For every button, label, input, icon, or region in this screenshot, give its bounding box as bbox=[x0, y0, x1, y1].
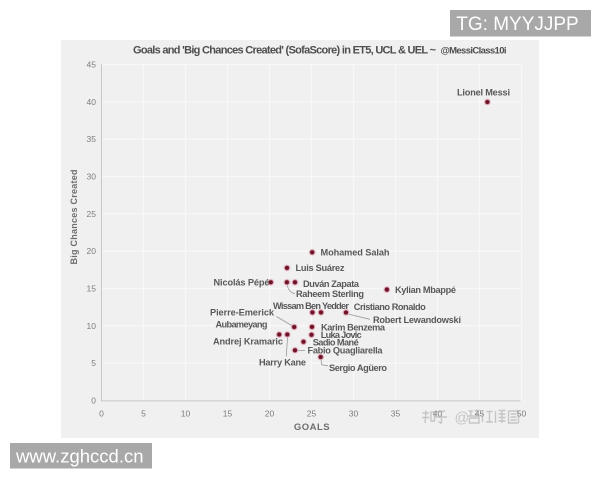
svg-text:Kylian Mbappé: Kylian Mbappé bbox=[395, 285, 456, 295]
svg-text:Big Chances Created: Big Chances Created bbox=[69, 170, 79, 265]
svg-text:30: 30 bbox=[349, 409, 359, 419]
svg-text:@: @ bbox=[455, 411, 470, 427]
svg-text:0: 0 bbox=[91, 395, 96, 405]
svg-text:Raheem Sterling: Raheem Sterling bbox=[296, 289, 364, 299]
svg-text:Andrej Kramaric: Andrej Kramaric bbox=[213, 337, 283, 347]
svg-text:Wissam Ben Yedder: Wissam Ben Yedder bbox=[273, 301, 349, 311]
svg-text:50: 50 bbox=[517, 409, 527, 419]
svg-text:Luka Jovic: Luka Jovic bbox=[321, 330, 362, 340]
svg-text:15: 15 bbox=[87, 284, 97, 294]
svg-text:25: 25 bbox=[307, 409, 317, 419]
svg-text:Robert Lewandowski: Robert Lewandowski bbox=[373, 315, 461, 325]
svg-text:Harry Kane: Harry Kane bbox=[259, 357, 306, 367]
svg-text:Fabio Quagliarella: Fabio Quagliarella bbox=[308, 346, 384, 356]
svg-text:5: 5 bbox=[91, 358, 96, 368]
svg-text:35: 35 bbox=[391, 409, 401, 419]
svg-text:www.zghccd.cn: www.zghccd.cn bbox=[15, 446, 144, 467]
svg-text:Cristiano Ronaldo: Cristiano Ronaldo bbox=[354, 302, 426, 312]
svg-text:20: 20 bbox=[265, 409, 275, 419]
svg-text:TG: MYYJJPP: TG: MYYJJPP bbox=[456, 14, 578, 35]
svg-text:25: 25 bbox=[87, 209, 97, 219]
svg-text:45: 45 bbox=[87, 60, 97, 70]
svg-text:30: 30 bbox=[87, 172, 97, 182]
svg-text:Sergio Agüero: Sergio Agüero bbox=[329, 363, 387, 373]
svg-text:Nicolás Pépé: Nicolás Pépé bbox=[214, 278, 270, 288]
svg-text:10: 10 bbox=[87, 321, 97, 331]
svg-text:40: 40 bbox=[433, 409, 443, 419]
svg-text:45: 45 bbox=[475, 409, 485, 419]
svg-text:Sadio Mané: Sadio Mané bbox=[313, 338, 359, 348]
svg-text:Mohamed Salah: Mohamed Salah bbox=[321, 247, 390, 257]
svg-text:Duván Zapata: Duván Zapata bbox=[303, 279, 360, 289]
svg-text:Aubameyang: Aubameyang bbox=[216, 320, 268, 330]
svg-text:Karim Benzema: Karim Benzema bbox=[321, 323, 386, 333]
svg-text:Pierre-Emerick: Pierre-Emerick bbox=[210, 308, 275, 318]
svg-text:Goals and 'Big Chances Created: Goals and 'Big Chances Created' (SofaSco… bbox=[133, 45, 437, 57]
svg-text:15: 15 bbox=[223, 409, 233, 419]
svg-text:40: 40 bbox=[87, 97, 97, 107]
svg-text:@MessiClass10i: @MessiClass10i bbox=[441, 46, 507, 57]
svg-text:20: 20 bbox=[87, 246, 97, 256]
svg-text:5: 5 bbox=[141, 409, 146, 419]
svg-text:Luis Suárez: Luis Suárez bbox=[296, 263, 345, 273]
svg-text:0: 0 bbox=[99, 409, 104, 419]
svg-text:10: 10 bbox=[181, 409, 191, 419]
svg-text:GOALS: GOALS bbox=[294, 422, 330, 433]
svg-text:35: 35 bbox=[87, 134, 97, 144]
svg-text:Lionel Messi: Lionel Messi bbox=[457, 87, 510, 97]
